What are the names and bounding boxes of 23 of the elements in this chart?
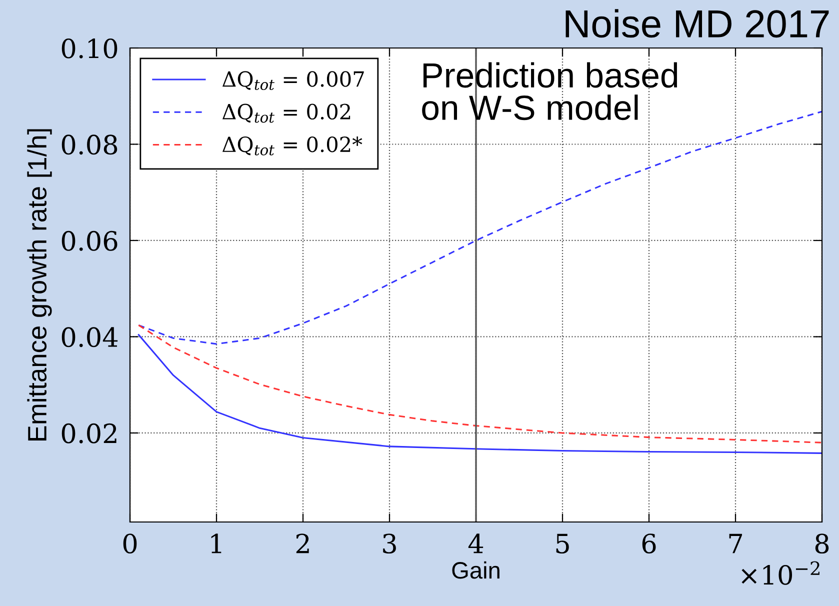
y-tick-label: 0.02 (62, 423, 116, 444)
line-series (138, 334, 822, 454)
x-tick-label: 8 (815, 534, 829, 554)
y-tick-label: 0.08 (62, 134, 118, 155)
x-tick-label: 5 (556, 534, 569, 554)
legend-label: ΔQ$_{tot}$ = 0.02 (222, 104, 350, 123)
x-tick-label: 3 (383, 534, 396, 554)
y-tick-label: 0.04 (62, 327, 118, 348)
x-tick-label: 4 (468, 534, 484, 554)
x-tick-label: 7 (729, 534, 742, 554)
x-tick-label: 1 (211, 534, 222, 554)
text: ×10$^{−2}$ (742, 561, 820, 585)
legend-label: ΔQ$_{tot}$ = 0.02* (222, 136, 362, 156)
y-tick-label: 0.10 (62, 38, 118, 58)
x-tick-label: 6 (642, 534, 656, 554)
x-tick-label: 0 (123, 534, 137, 554)
legend-label: ΔQ$_{tot}$ = 0.007 (222, 71, 364, 90)
x-tick-label: 2 (296, 534, 309, 554)
line-series (138, 324, 822, 444)
y-tick-label: 0.06 (62, 230, 118, 251)
chart-title: Noise MD 2017 (566, 9, 829, 38)
x-axis-title: Gain (452, 561, 500, 579)
y-axis-title: Emittance growth rate [1/h] (27, 129, 52, 440)
